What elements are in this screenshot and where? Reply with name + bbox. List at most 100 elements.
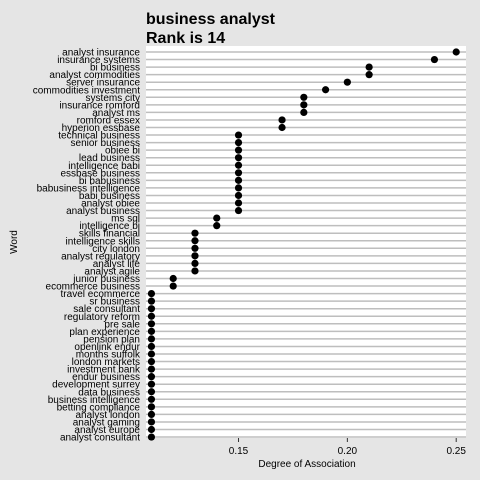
y-tick-label: junior business — [72, 274, 140, 285]
data-point — [147, 297, 156, 305]
y-axis-title: Word — [9, 230, 20, 254]
x-tick-label: 0.15 — [229, 446, 249, 457]
y-tick-label: analyst commodities — [49, 70, 140, 81]
data-point — [300, 93, 308, 101]
x-axis: 0.15 0.20 0.25 — [229, 438, 466, 457]
data-point — [147, 290, 156, 298]
y-tick-label: insurance systems — [57, 55, 140, 66]
y-tick-label: endur business — [72, 372, 140, 383]
data-points — [147, 48, 460, 441]
data-point — [147, 373, 156, 381]
chart-title: business analyst — [146, 11, 276, 28]
y-tick-label: sr business — [89, 297, 140, 308]
data-point — [430, 55, 439, 64]
data-point — [234, 154, 243, 162]
y-tick-label: plan experience — [69, 327, 140, 338]
y-tick-label: travel ecommerce — [61, 289, 141, 300]
data-point — [234, 184, 243, 192]
y-tick-label: analyst life — [93, 259, 141, 270]
x-tick-label: 0.25 — [446, 446, 466, 457]
data-point — [147, 433, 156, 441]
y-tick-label: business intelligence — [48, 395, 141, 406]
data-point — [169, 282, 177, 290]
data-point — [213, 222, 221, 230]
y-tick-label: pre sale — [104, 319, 140, 330]
data-point — [234, 176, 243, 184]
y-tick-label: analyst obiee — [81, 199, 140, 210]
data-point — [321, 86, 330, 94]
y-tick-label: bi babusiness — [79, 176, 140, 187]
y-tick-label: hyperion essbase — [62, 123, 141, 134]
y-tick-label: commodities investment — [33, 85, 140, 96]
y-tick-label: investment bank — [67, 365, 141, 376]
data-point — [147, 350, 156, 358]
data-point — [147, 327, 156, 335]
data-point — [147, 388, 156, 396]
y-tick-label: ecommerce business — [46, 282, 140, 293]
data-point — [300, 101, 308, 109]
data-point — [147, 403, 156, 411]
y-tick-label: sale consultant — [73, 304, 140, 315]
y-tick-label: technical business — [58, 131, 140, 142]
data-point — [147, 320, 156, 328]
y-tick-label: analyst regulatory — [61, 251, 140, 262]
x-tick-label: 0.20 — [338, 446, 358, 457]
data-point — [234, 191, 243, 200]
y-tick-label: analyst insurance — [62, 48, 140, 59]
y-tick-label: betting compliance — [57, 402, 141, 413]
y-tick-label: intelligence skills — [66, 236, 140, 247]
y-tick-label: data business — [78, 387, 140, 398]
data-point — [234, 146, 243, 154]
y-tick-label: analyst business — [66, 206, 140, 217]
y-tick-label: babi business — [79, 191, 140, 202]
data-point — [147, 342, 156, 351]
y-tick-label: months suffolk — [76, 350, 141, 361]
data-point — [234, 199, 243, 207]
data-point — [147, 395, 156, 403]
y-tick-label: analyst gaming — [73, 417, 140, 428]
y-tick-label: analyst consultant — [60, 433, 140, 444]
y-tick-label: romford essex — [77, 115, 140, 126]
data-point — [234, 169, 243, 177]
y-tick-label: bi business — [90, 63, 140, 74]
data-point — [147, 365, 156, 373]
data-point — [147, 418, 156, 426]
chart-subtitle: Rank is 14 — [146, 30, 225, 47]
data-point — [234, 139, 243, 147]
y-tick-label: skills financial — [79, 229, 140, 240]
y-tick-label: babusiness intelligence — [37, 183, 141, 194]
y-tick-label: server insurance — [66, 78, 140, 89]
data-point — [147, 357, 156, 366]
y-tick-label: analyst ms — [92, 108, 140, 119]
x-axis-title: Degree of Association — [258, 459, 355, 470]
data-point — [343, 78, 351, 86]
data-point — [365, 63, 373, 71]
y-tick-label: senior business — [71, 138, 140, 149]
data-point — [278, 116, 286, 124]
data-point — [452, 48, 460, 56]
y-tick-label: ms sql — [111, 214, 140, 225]
y-tick-label: london markets — [72, 357, 140, 368]
data-point — [191, 252, 199, 260]
data-point — [234, 206, 243, 215]
data-point — [191, 259, 199, 267]
y-tick-label: pension plan — [83, 334, 140, 345]
data-point — [365, 71, 373, 79]
data-point — [169, 274, 177, 283]
y-tick-label: intelligence bi — [79, 221, 140, 232]
y-tick-label: intelligence babi — [68, 161, 140, 172]
data-point — [300, 108, 308, 116]
data-point — [234, 161, 243, 169]
y-tick-label: analyst london — [76, 410, 141, 421]
y-tick-label: analyst europe — [74, 425, 140, 436]
y-tick-label: regulatory reform — [64, 312, 140, 323]
data-point — [147, 335, 156, 343]
data-point — [213, 214, 221, 222]
data-point — [191, 237, 199, 245]
y-tick-label: systems city — [86, 93, 140, 104]
data-point — [191, 229, 199, 237]
data-point — [278, 123, 286, 132]
y-tick-label: obiee bi — [105, 146, 140, 157]
